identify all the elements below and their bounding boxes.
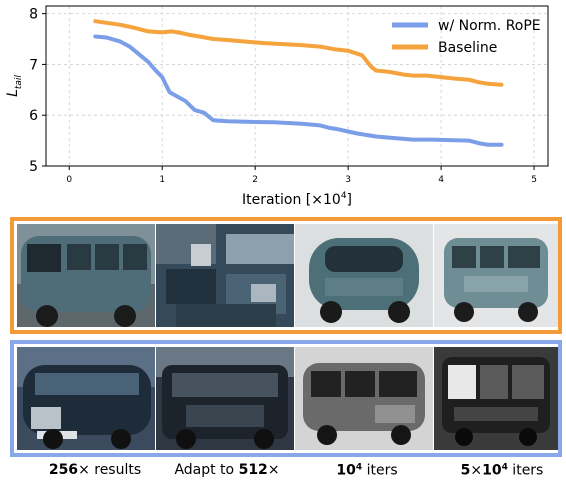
x-axis-label-exponent: 4 [341,191,347,201]
series-line-1 [93,19,504,87]
series-line-0 [93,34,504,147]
chart-legend: w/ Norm. RoPE Baseline [392,18,541,56]
rope-thumb-512-adapt [156,347,294,450]
legend-label-1: Baseline [438,40,497,56]
plot-frame [45,5,549,167]
caption-1e4-iters: 104 iters [336,462,398,479]
x-tick-label: 0 [66,175,72,185]
baseline-thumb-512-adapt [156,224,294,327]
rope-thumb-256-result [17,347,155,450]
legend-label-0: w/ Norm. RoPE [438,18,541,34]
x-tick-label: 1 [159,175,165,185]
loss-chart: 0 1 2 3 4 5 5 6 7 8 Iteration [×104] Ltail w/ Nor… [5,5,549,208]
caption-5e4-iters: 5×104 iters [460,462,544,479]
y-tick-label: 6 [29,108,38,124]
y-tick-label: 8 [29,7,38,23]
y-axis-label-subscript: tail [14,75,24,90]
caption-256-results: 256× results [48,462,142,478]
rope-thumb-1e4-iters [295,347,433,450]
rope-results-row [10,340,562,457]
rope-thumb-5e4-iters [434,347,558,450]
x-tick-label: 5 [531,175,537,185]
y-tick-label: 5 [29,159,38,175]
x-axis-label: Iteration [×104] [242,191,352,208]
series-lines [93,19,504,147]
y-tick-label: 7 [29,57,38,73]
baseline-results-row [10,217,562,334]
y-axis-label: Ltail [5,75,24,97]
x-tick-label: 4 [438,175,444,185]
baseline-thumb-256-result [17,224,155,327]
baseline-thumb-5e4-iters [434,224,558,327]
x-tick-label: 2 [252,175,258,185]
axis-ticks: 0 1 2 3 4 5 5 6 7 8 [29,7,537,185]
baseline-thumb-1e4-iters [295,224,433,327]
x-tick-label: 3 [345,175,351,185]
caption-adapt-512: Adapt to 512× [174,462,280,478]
